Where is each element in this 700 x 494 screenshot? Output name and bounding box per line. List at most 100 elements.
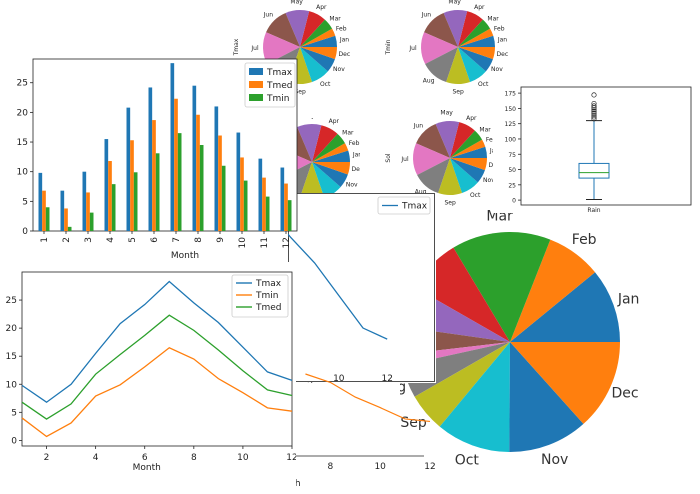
bar-ytick-label: 15: [17, 138, 28, 148]
bar-ytick-label: 10: [17, 168, 29, 178]
small-pie-label: Jan: [497, 37, 507, 44]
line-ytick-label: 5: [11, 408, 17, 418]
small-pie-label: Apr: [329, 118, 340, 125]
small-pie-label: Dec: [497, 51, 509, 58]
small-pie-slice: [443, 10, 468, 48]
box-category: Rain: [587, 207, 600, 213]
small-pie-slice: [300, 162, 324, 196]
small-pie-label: Oct: [470, 192, 481, 199]
bar: [236, 132, 241, 231]
bar: [152, 120, 156, 231]
small-pie-slice: [300, 35, 337, 47]
big-pie-label: Mar: [486, 210, 513, 224]
bar-xlabel: Month: [171, 251, 199, 261]
bar: [174, 98, 178, 231]
small-pie-label: May: [302, 118, 315, 120]
small-pie-slice: [300, 47, 335, 72]
big-pie-slice: [510, 239, 596, 342]
big-pie-label: Aug: [400, 379, 406, 395]
small-pie-slice: [458, 47, 493, 72]
tmax-legend-label: Tmax: [401, 202, 428, 212]
small-pie-label: Nov: [491, 66, 503, 73]
box-outlier: [591, 114, 597, 120]
line-xtick-label: 8: [191, 453, 197, 463]
bar: [148, 87, 153, 231]
line-xtick-label: 12: [286, 453, 296, 463]
box-outlier: [591, 100, 597, 107]
small-pie-slice: [413, 143, 450, 175]
line-xtick-label: 10: [237, 453, 249, 463]
small-pie-label: Sep: [444, 199, 456, 206]
small-pie-label: Dec: [339, 51, 351, 58]
boxplot-rain: 0 25 50 75 100 125 150 175 Rain: [493, 85, 696, 213]
bar: [221, 165, 226, 231]
small-pie-label: May: [440, 110, 453, 117]
small-pie-label: Sep: [452, 88, 464, 95]
bar: [89, 212, 94, 231]
bar-legend-label: Tmin: [266, 94, 289, 104]
box-ytick-label: 75: [508, 152, 516, 159]
line-xtick-label: 6: [142, 453, 148, 463]
bar-xtick-label: 8: [194, 237, 204, 243]
line-legend-label: Tmin: [255, 291, 278, 301]
bar: [42, 190, 46, 231]
bar: [60, 190, 65, 231]
small-pie-slice: [300, 19, 333, 47]
small-pie-slice: [450, 158, 478, 193]
small-pie-slice: [266, 12, 300, 47]
small-pie-slice: [312, 150, 350, 162]
box-ytick-label: 100: [505, 136, 517, 143]
box-frame: [520, 86, 692, 206]
big-pie-label: Oct: [455, 452, 480, 468]
bar: [67, 226, 72, 231]
small-pie-slice: [446, 47, 471, 84]
small-pie-slice: [450, 158, 485, 183]
line-legend-label: Tmed: [255, 303, 282, 313]
big-pie-label: Dec: [612, 385, 639, 401]
box-ytick-label: 50: [508, 167, 516, 174]
line-ytick-label: 25: [6, 296, 17, 306]
bar: [214, 106, 219, 231]
small-pie-label: Jul: [408, 45, 417, 52]
small-pie-label: Feb: [349, 140, 360, 147]
bar: [177, 133, 182, 231]
small-pie-label: Apr: [316, 4, 327, 11]
small-pie-label: Oct: [478, 81, 489, 88]
small-pie-slice: [297, 124, 322, 162]
small-pie-slice: [438, 158, 463, 195]
small-pie-label: Mar: [329, 15, 341, 22]
bar: [280, 167, 285, 231]
big-pie-slice: [509, 342, 584, 452]
bar-xtick-label: 9: [216, 237, 226, 243]
big-pie-slice: [439, 342, 510, 452]
bar-xtick-label: 12: [282, 237, 292, 248]
small-pie-slice: [416, 123, 450, 158]
big-pie-label: Jan: [617, 292, 640, 308]
line-xtick-label: 2: [44, 453, 50, 463]
big-pie-slice: [510, 272, 620, 342]
tmax-xlabel: Month: [288, 382, 316, 383]
small-pie-label: Jun: [263, 12, 274, 19]
small-pie-slice: [425, 47, 458, 83]
bar-chart-temps: 0 5 10 15 20 25 1 2 3 4 5 6 7 8 9 10 11 12 Month Tmax Tmed Tm…: [0, 55, 300, 263]
bar-legend-swatch: [249, 68, 263, 75]
bar-ytick-label: 0: [22, 227, 28, 237]
bar: [133, 172, 138, 231]
small-pie-label: Jun: [413, 123, 424, 130]
small-pie-label: Aug: [415, 189, 427, 196]
pie-ylabel: Sol: [385, 153, 392, 162]
bar-xtick-label: 6: [150, 237, 160, 243]
tmax-frame: [288, 193, 435, 382]
box-ytick-label: 125: [505, 121, 517, 128]
small-pie-label: Feb: [494, 25, 505, 32]
bar: [287, 200, 292, 231]
bar: [82, 171, 87, 231]
pie-ylabel: Tmax: [233, 38, 240, 56]
pie-ylabel: Tmin: [385, 39, 392, 55]
small-pie-label: Jul: [400, 156, 409, 163]
small-pie-label: Feb: [336, 25, 347, 32]
bar: [130, 140, 134, 231]
small-pie-slice: [312, 162, 348, 187]
bar: [240, 157, 244, 231]
